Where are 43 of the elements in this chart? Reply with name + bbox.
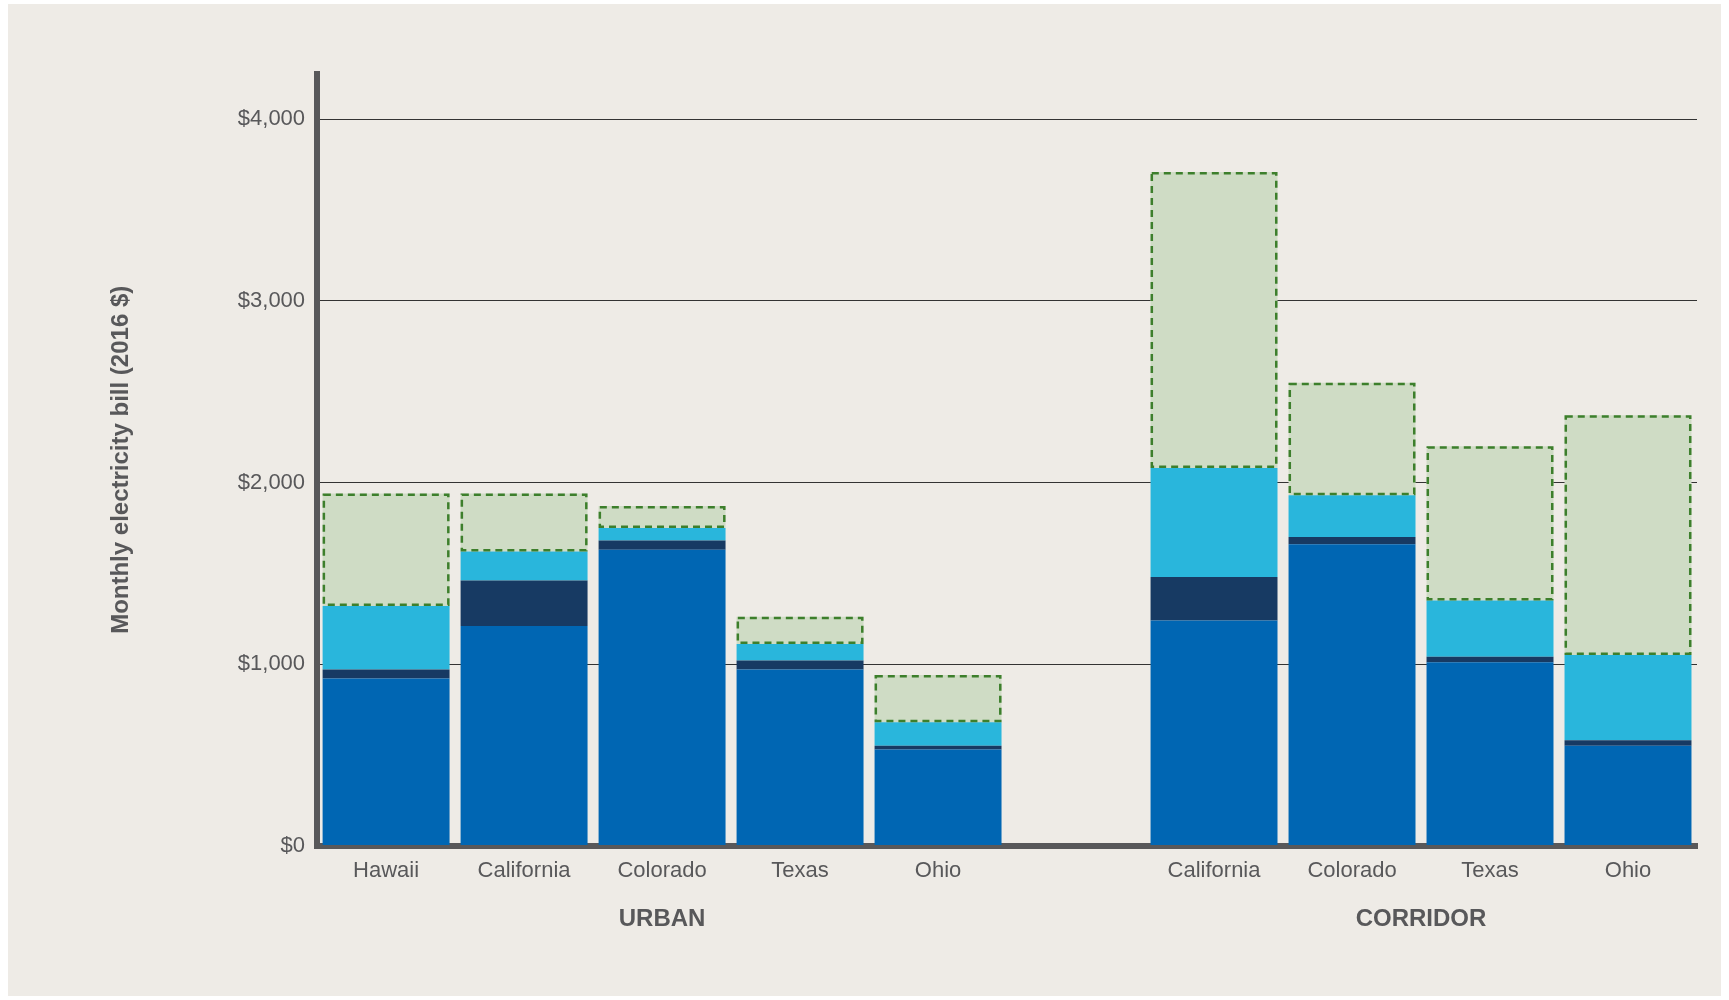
bar bbox=[1426, 656, 1554, 663]
x-tick-label: Colorado bbox=[1307, 856, 1397, 882]
bar bbox=[736, 660, 864, 670]
text: URBAN bbox=[618, 903, 706, 931]
bar bbox=[736, 669, 864, 846]
bar bbox=[598, 549, 726, 846]
bar bbox=[1288, 536, 1416, 545]
bar bbox=[736, 644, 864, 661]
y-axis-title: Monthly electricity bill (2016 $) bbox=[106, 285, 134, 634]
text: CORRIDOR bbox=[1355, 903, 1487, 931]
x-tick-label: California bbox=[477, 856, 572, 882]
bar bbox=[874, 722, 1002, 746]
bar bbox=[322, 669, 450, 679]
x-tick-label: Texas bbox=[1461, 856, 1519, 882]
bar bbox=[1564, 745, 1692, 846]
bar bbox=[322, 605, 450, 670]
bar bbox=[598, 540, 726, 550]
bar bbox=[1426, 600, 1554, 657]
x-tick-label: Colorado bbox=[617, 856, 707, 882]
bar bbox=[598, 527, 726, 541]
x-tick-label: Texas bbox=[771, 856, 829, 882]
y-tick-label: $2,000 bbox=[237, 468, 306, 494]
x-tick-label: California bbox=[1167, 856, 1262, 882]
y-tick-label: $1,000 bbox=[237, 650, 306, 676]
y-tick-label: $0 bbox=[280, 831, 306, 857]
bar bbox=[460, 580, 588, 626]
bar bbox=[1288, 495, 1416, 537]
bar bbox=[1426, 662, 1554, 846]
bar bbox=[1150, 620, 1278, 846]
x-tick-label: Ohio bbox=[1604, 856, 1652, 882]
x-tick-label: Hawaii bbox=[353, 856, 420, 882]
bar bbox=[874, 749, 1002, 846]
y-tick-label: $4,000 bbox=[237, 105, 306, 131]
bar bbox=[1564, 740, 1692, 746]
x-tick-label: Ohio bbox=[914, 856, 962, 882]
bar bbox=[460, 551, 588, 581]
bar bbox=[1564, 654, 1692, 741]
y-tick-label: $3,000 bbox=[237, 287, 306, 312]
bar bbox=[1150, 467, 1278, 577]
bar bbox=[1288, 544, 1416, 846]
bar bbox=[1150, 576, 1278, 621]
bar bbox=[322, 678, 450, 846]
bar bbox=[460, 625, 588, 846]
